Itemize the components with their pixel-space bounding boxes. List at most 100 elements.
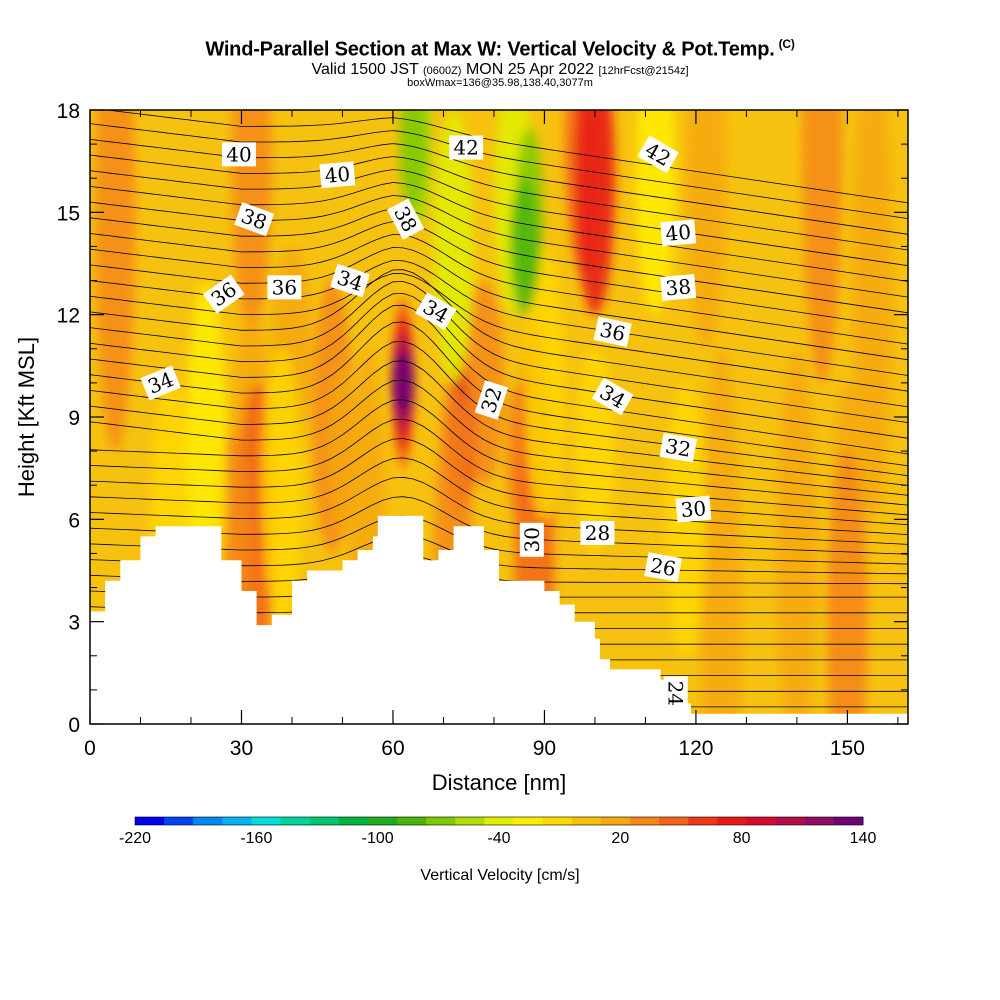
contour-label-text: 28 (585, 521, 610, 545)
contour-label-box (267, 275, 302, 300)
valid-time: Valid 1500 JST (311, 61, 419, 78)
contour-label: 30 (519, 522, 544, 557)
velocity-blob (463, 280, 504, 486)
forecast-info: [12hrFcst@2154z] (598, 65, 689, 77)
y-tick-label: 6 (68, 509, 80, 532)
chart-subtitle: Valid 1500 JST (0600Z) MON 25 Apr 2022 [… (0, 61, 1000, 79)
velocity-blob (701, 348, 742, 724)
colorbar-tick-label: -100 (362, 830, 394, 847)
theta-contour-line (90, 154, 908, 251)
theta-contour-line (90, 418, 908, 516)
y-tick-label: 0 (68, 714, 80, 737)
chart-title: Wind-Parallel Section at Max W: Vertical… (0, 37, 1000, 62)
contour-label-box (580, 520, 615, 545)
theta-contour-line (90, 476, 908, 545)
contour-label-box (203, 274, 245, 314)
contour-label: 42 (449, 135, 484, 160)
contour-label-box (387, 198, 425, 240)
theta-contour-line (90, 195, 908, 298)
contour-label-box (474, 380, 509, 420)
colorbar-tick-label: 80 (733, 830, 751, 847)
velocity-blob (328, 365, 357, 537)
contour-label-box (637, 135, 679, 174)
velocity-blob (686, 110, 727, 349)
terrain-polygon (90, 515, 908, 724)
theta-contour-line (90, 379, 908, 496)
y-tick-label: 3 (68, 612, 80, 635)
contour-label: 40 (319, 161, 356, 189)
theta-contour-line (90, 208, 908, 314)
velocity-blob (510, 178, 539, 315)
colorbar-swatch (455, 817, 485, 825)
velocity-blob (574, 110, 615, 315)
y-tick-label: 18 (57, 100, 80, 123)
contour-label-box (591, 377, 634, 416)
contour-label-box (660, 273, 697, 301)
contour-label-box (659, 432, 698, 463)
contour-label: 32 (659, 432, 698, 463)
theta-contour-line (90, 399, 908, 506)
colorbar-swatch (367, 817, 398, 825)
colorbar-swatch (309, 817, 340, 825)
colorbar-swatch (135, 817, 165, 825)
contour-label: 36 (267, 275, 302, 300)
velocity-blob (95, 110, 136, 452)
contour-label: 30 (675, 495, 712, 523)
terrain-mask (90, 515, 908, 724)
colorbar-swatch (251, 817, 281, 825)
contour-label-box (675, 495, 712, 523)
vertical-velocity-field (90, 110, 908, 724)
colorbar-swatch (397, 817, 427, 825)
colorbar-tick-label: -40 (487, 830, 510, 847)
contour-label: 40 (221, 142, 256, 167)
theta-contour-line (90, 496, 908, 555)
colorbar-swatch (630, 817, 660, 825)
colorbar-swatch (542, 817, 573, 825)
contour-label-box (234, 202, 275, 237)
theta-contour-line (90, 123, 908, 219)
colorbar-swatch (338, 817, 369, 825)
contour-label: 36 (593, 316, 632, 347)
contour-label-box (415, 292, 457, 331)
colorbar-frame (134, 816, 864, 826)
colorbar-swatch (833, 817, 864, 825)
velocity-blob (392, 348, 415, 417)
theta-contour-line (90, 292, 908, 439)
contour-label-box (330, 263, 370, 298)
theta-contour-line (90, 169, 908, 267)
colorbar-swatch (193, 817, 223, 825)
colorbar-tick-label: 140 (850, 830, 877, 847)
copyright-mark: (C) (778, 37, 795, 51)
contour-label-box (519, 522, 544, 557)
theta-contour-line (90, 340, 908, 477)
colorbar-swatch (659, 817, 689, 825)
theta-contour-line (90, 269, 908, 408)
contour-label: 34 (330, 263, 370, 298)
colorbar-tick-label: -220 (119, 830, 151, 847)
theta-contour-line (103, 110, 908, 204)
colorbar-swatch (600, 817, 631, 825)
colorbar-tick-label: -160 (240, 830, 272, 847)
contour-label-text: 32 (664, 434, 693, 462)
contour-label-text: 24 (664, 681, 688, 706)
contour-label: 38 (387, 198, 425, 240)
colorbar-swatch (688, 817, 718, 825)
velocity-blob (802, 110, 843, 383)
y-tick-label: 9 (68, 407, 80, 430)
contour-label-box (449, 135, 484, 160)
theta-contour-line (90, 281, 908, 423)
contour-label-text: 40 (226, 142, 251, 166)
velocity-blob (261, 348, 302, 622)
colorbar-tick-label: 20 (611, 830, 629, 847)
contour-label-box (593, 316, 632, 347)
colorbar-title: Vertical Velocity [cm/s] (420, 867, 579, 884)
colorbar-swatch (222, 817, 252, 825)
contour-label-box (644, 552, 682, 582)
colorbar-swatch (484, 817, 514, 825)
contour-label: 28 (580, 520, 615, 545)
contour-label: 26 (644, 552, 682, 582)
y-axis-title: Height [Kft MSL] (14, 337, 39, 497)
title-text: Wind-Parallel Section at Max W: Vertical… (205, 38, 775, 61)
contour-label-box (140, 365, 181, 401)
